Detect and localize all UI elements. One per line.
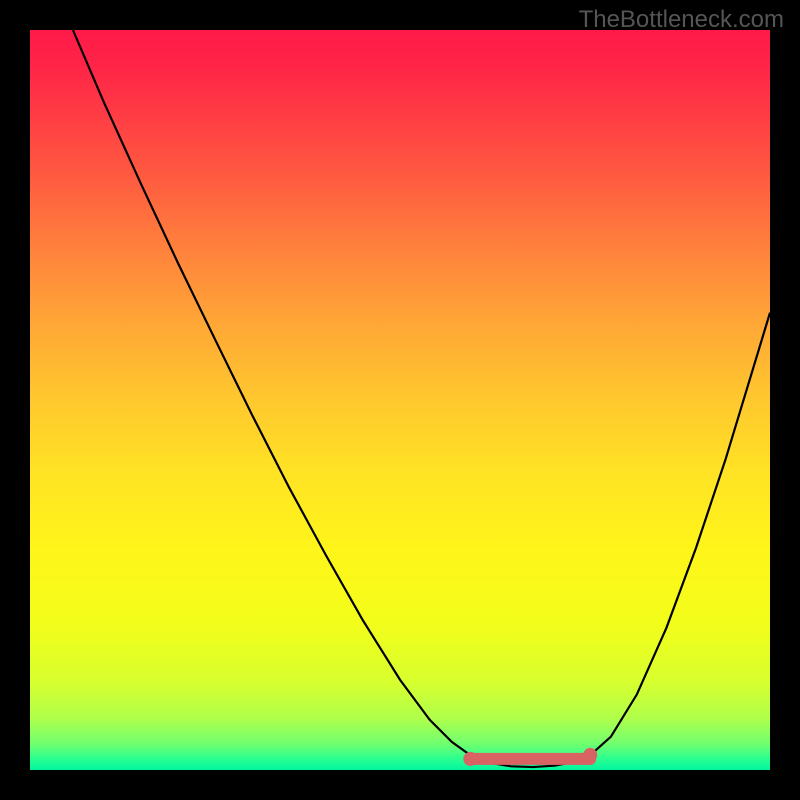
- flat-region-end-dot: [583, 748, 597, 762]
- chart-plot-area: [30, 30, 770, 770]
- flat-region-start-dot: [463, 752, 477, 766]
- chart-background: [30, 30, 770, 770]
- chart-svg: [30, 30, 770, 770]
- watermark-text: TheBottleneck.com: [579, 6, 784, 34]
